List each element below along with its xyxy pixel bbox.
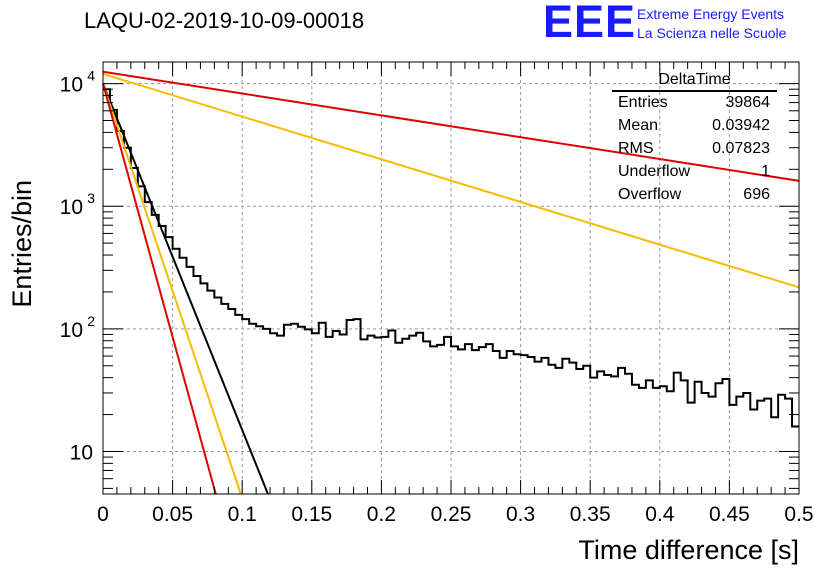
logo-mark: EEE (543, 0, 637, 47)
chart-grid (103, 62, 799, 494)
x-tick-label: 0.3 (506, 503, 535, 526)
x-tick-label: 0.2 (367, 503, 396, 526)
stats-divider (612, 90, 777, 92)
run-title: LAQU-02-2019-10-09-00018 (84, 8, 365, 33)
x-tick-label: 0.35 (570, 503, 611, 526)
stats-label-overflow: Overflow (618, 186, 682, 203)
x-axis-label: Time difference [s] (578, 535, 799, 565)
logo-line-1: Extreme Energy Events (637, 6, 785, 22)
y-tick-label: 10 (60, 196, 83, 219)
x-tick-label: 0.25 (431, 503, 472, 526)
fit-line-5 (102, 83, 217, 495)
x-tick-label: 0.5 (784, 503, 813, 526)
x-tick-label: 0.1 (228, 503, 257, 526)
stats-value-overflow: 696 (743, 186, 770, 203)
stats-label-underflow: Underflow (618, 163, 691, 180)
fit-line-1 (102, 70, 800, 182)
stats-label-rms: RMS (618, 140, 654, 157)
y-axis-label: Entries/bin (7, 180, 37, 308)
x-tick-label: 0.4 (645, 503, 675, 526)
stats-label-entries: Entries (618, 94, 668, 111)
fit-line-2 (102, 72, 800, 289)
stats-value-entries: 39864 (725, 94, 771, 111)
fit-curves (102, 70, 800, 495)
stats-value-mean: 0.03942 (712, 117, 770, 134)
y-tick-label: 10 (70, 441, 93, 464)
stats-title: DeltaTime (658, 71, 731, 88)
x-tick-label: 0.45 (709, 503, 750, 526)
fit-line-3 (102, 83, 269, 495)
y-tick-exponent: 4 (87, 68, 95, 84)
y-tick-label: 10 (60, 319, 83, 342)
stats-value-underflow: 1 (761, 163, 770, 180)
histogram-steps (103, 88, 799, 428)
y-tick-exponent: 3 (87, 190, 95, 206)
stats-label-mean: Mean (618, 117, 659, 134)
x-tick-label: 0.05 (152, 503, 193, 526)
x-axis-ticks: 0 0.05 0.1 0.15 0.2 0.25 0.3 0.35 0.4 0.45 0.5 (97, 62, 814, 526)
y-tick-label: 10 (60, 74, 83, 97)
eee-logo: EEE Extreme Energy Events La Scienza nel… (543, 0, 833, 47)
histogram-layer (103, 88, 799, 428)
x-tick-label: 0.15 (291, 503, 332, 526)
y-tick-exponent: 2 (87, 313, 95, 329)
x-tick-label: 0 (97, 503, 109, 526)
logo-line-2: La Scienza nelle Scuole (637, 25, 787, 41)
fit-line-4 (102, 83, 242, 495)
stats-value-rms: 0.07823 (712, 140, 770, 157)
